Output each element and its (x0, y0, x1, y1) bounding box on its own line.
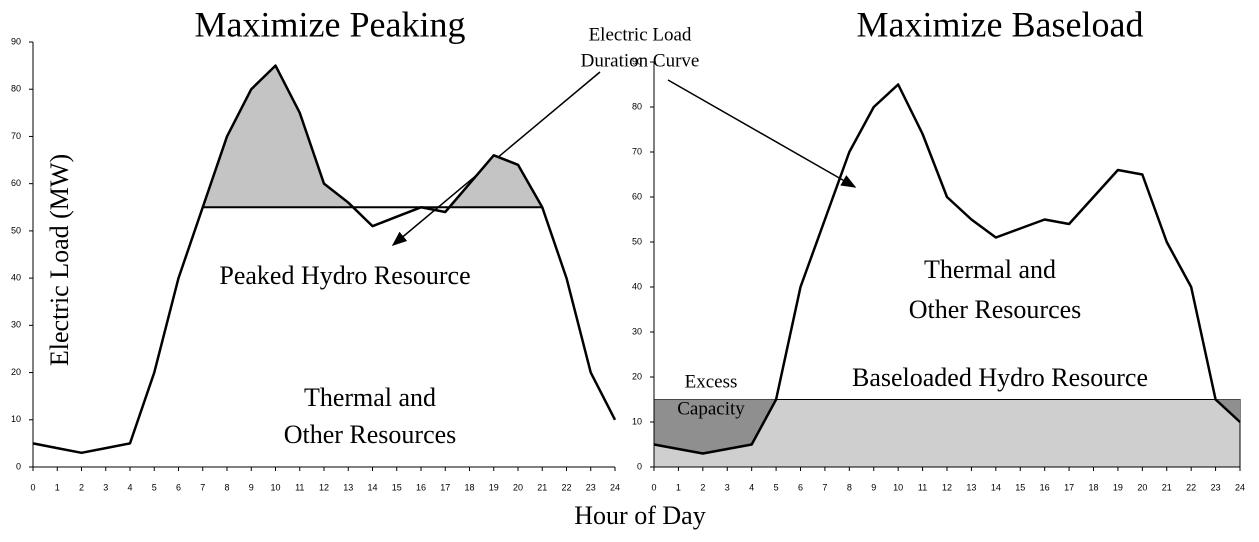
x-tick-label: 24 (1235, 482, 1245, 492)
x-tick-label: 19 (1113, 482, 1123, 492)
x-tick-label: 17 (440, 482, 450, 492)
x-tick-label: 18 (464, 482, 474, 492)
y-tick-label: 50 (632, 236, 642, 246)
x-tick-label: 10 (893, 482, 903, 492)
y-tick-label: 10 (632, 416, 642, 426)
x-tick-label: 18 (1088, 482, 1098, 492)
x-tick-label: 0 (651, 482, 656, 492)
x-tick-label: 2 (700, 482, 705, 492)
y-tick-label: 50 (11, 225, 21, 235)
y-axis-label: Electric Load (MW) (45, 154, 74, 366)
x-tick-label: 23 (1211, 482, 1221, 492)
x-tick-label: 21 (1162, 482, 1172, 492)
x-tick-label: 3 (103, 482, 108, 492)
y-tick-label: 60 (11, 178, 21, 188)
y-tick-label: 40 (11, 272, 21, 282)
x-tick-label: 16 (416, 482, 426, 492)
x-tick-label: 16 (1040, 482, 1050, 492)
y-tick-label: 90 (632, 56, 642, 66)
x-tick-label: 12 (319, 482, 329, 492)
region-label: Thermal and (924, 255, 1056, 284)
y-tick-label: 20 (632, 371, 642, 381)
arrow (667, 79, 857, 188)
region-label: Other Resources (909, 295, 1082, 324)
x-tick-label: 24 (610, 482, 620, 492)
x-tick-label: 13 (966, 482, 976, 492)
y-tick-label: 40 (632, 281, 642, 291)
x-tick-label: 17 (1064, 482, 1074, 492)
y-tick-label: 70 (632, 146, 642, 156)
region-label: Other Resources (284, 420, 457, 449)
chart-title: Maximize Baseload (857, 4, 1144, 44)
excess-area (654, 399, 1240, 454)
y-tick-label: 90 (11, 36, 21, 46)
x-tick-label: 20 (513, 482, 523, 492)
x-tick-label: 23 (586, 482, 596, 492)
x-tick-label: 1 (676, 482, 681, 492)
y-tick-label: 0 (637, 461, 642, 471)
x-tick-label: 2 (79, 482, 84, 492)
x-tick-label: 11 (918, 482, 927, 492)
y-tick-label: 10 (11, 414, 21, 424)
y-tick-label: 30 (11, 320, 21, 330)
x-tick-label: 15 (392, 482, 402, 492)
y-tick-label: 20 (11, 367, 21, 377)
x-tick-label: 8 (224, 482, 229, 492)
x-axis-label: Hour of Day (574, 501, 705, 530)
x-tick-label: 3 (725, 482, 730, 492)
x-tick-label: 7 (200, 482, 205, 492)
x-tick-label: 22 (561, 482, 571, 492)
load-line (653, 83, 1241, 455)
y-tick-label: 70 (11, 131, 21, 141)
x-tick-label: 13 (343, 482, 353, 492)
x-tick-label: 6 (176, 482, 181, 492)
y-tick-label: 80 (632, 101, 642, 111)
region-label: Peaked Hydro Resource (219, 261, 470, 290)
x-tick-label: 8 (847, 482, 852, 492)
region-label: Baseloaded Hydro Resource (852, 363, 1148, 392)
y-tick-label: 80 (11, 84, 21, 94)
x-tick-label: 11 (295, 482, 304, 492)
x-tick-label: 4 (127, 482, 132, 492)
x-tick-label: 9 (871, 482, 876, 492)
x-tick-label: 7 (822, 482, 827, 492)
x-tick-label: 6 (798, 482, 803, 492)
x-tick-label: 0 (30, 482, 35, 492)
y-tick-label: 0 (16, 461, 21, 471)
x-tick-label: 20 (1137, 482, 1147, 492)
annotation: Duration Curve (581, 50, 700, 71)
peak-area (202, 65, 543, 208)
x-tick-label: 9 (249, 482, 254, 492)
x-tick-label: 1 (55, 482, 60, 492)
x-tick-label: 14 (367, 482, 377, 492)
y-tick-label: 60 (632, 191, 642, 201)
x-tick-label: 21 (537, 482, 547, 492)
y-tick-label: 30 (632, 326, 642, 336)
annotation: Electric Load (589, 24, 692, 45)
x-tick-label: 5 (774, 482, 779, 492)
x-tick-label: 19 (489, 482, 499, 492)
chart-title: Maximize Peaking (195, 4, 466, 44)
region-label: Thermal and (304, 383, 436, 412)
x-tick-label: 12 (942, 482, 952, 492)
region-label: Excess (685, 371, 738, 392)
region-label: Capacity (677, 398, 745, 419)
x-tick-label: 4 (749, 482, 754, 492)
x-tick-label: 5 (152, 482, 157, 492)
x-tick-label: 22 (1186, 482, 1196, 492)
load-line (32, 64, 617, 455)
x-tick-label: 10 (270, 482, 280, 492)
x-tick-label: 15 (1015, 482, 1025, 492)
x-tick-label: 14 (991, 482, 1001, 492)
